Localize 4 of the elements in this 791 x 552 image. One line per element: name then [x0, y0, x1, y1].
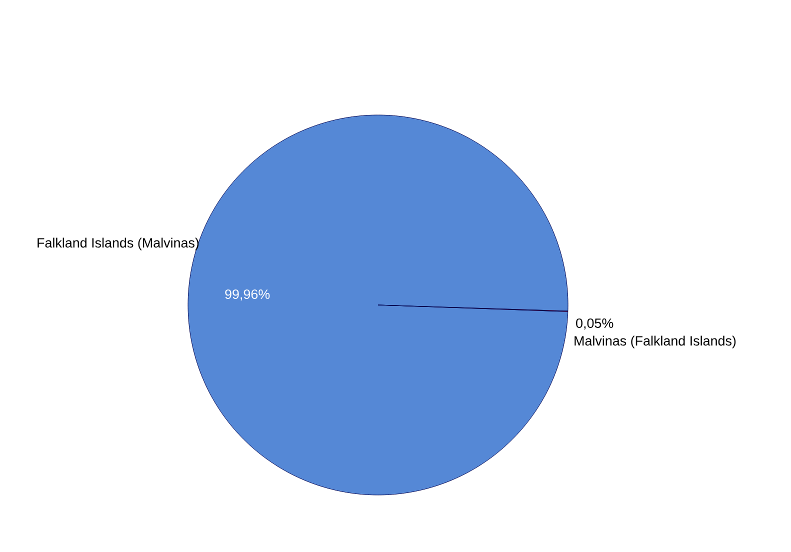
data-label: 0,05%: [576, 318, 614, 330]
data-label: 99,96%: [225, 289, 270, 301]
slice-label: Malvinas (Falkland Islands): [574, 336, 736, 348]
slice-label: Falkland Islands (Malvinas): [38, 238, 199, 250]
